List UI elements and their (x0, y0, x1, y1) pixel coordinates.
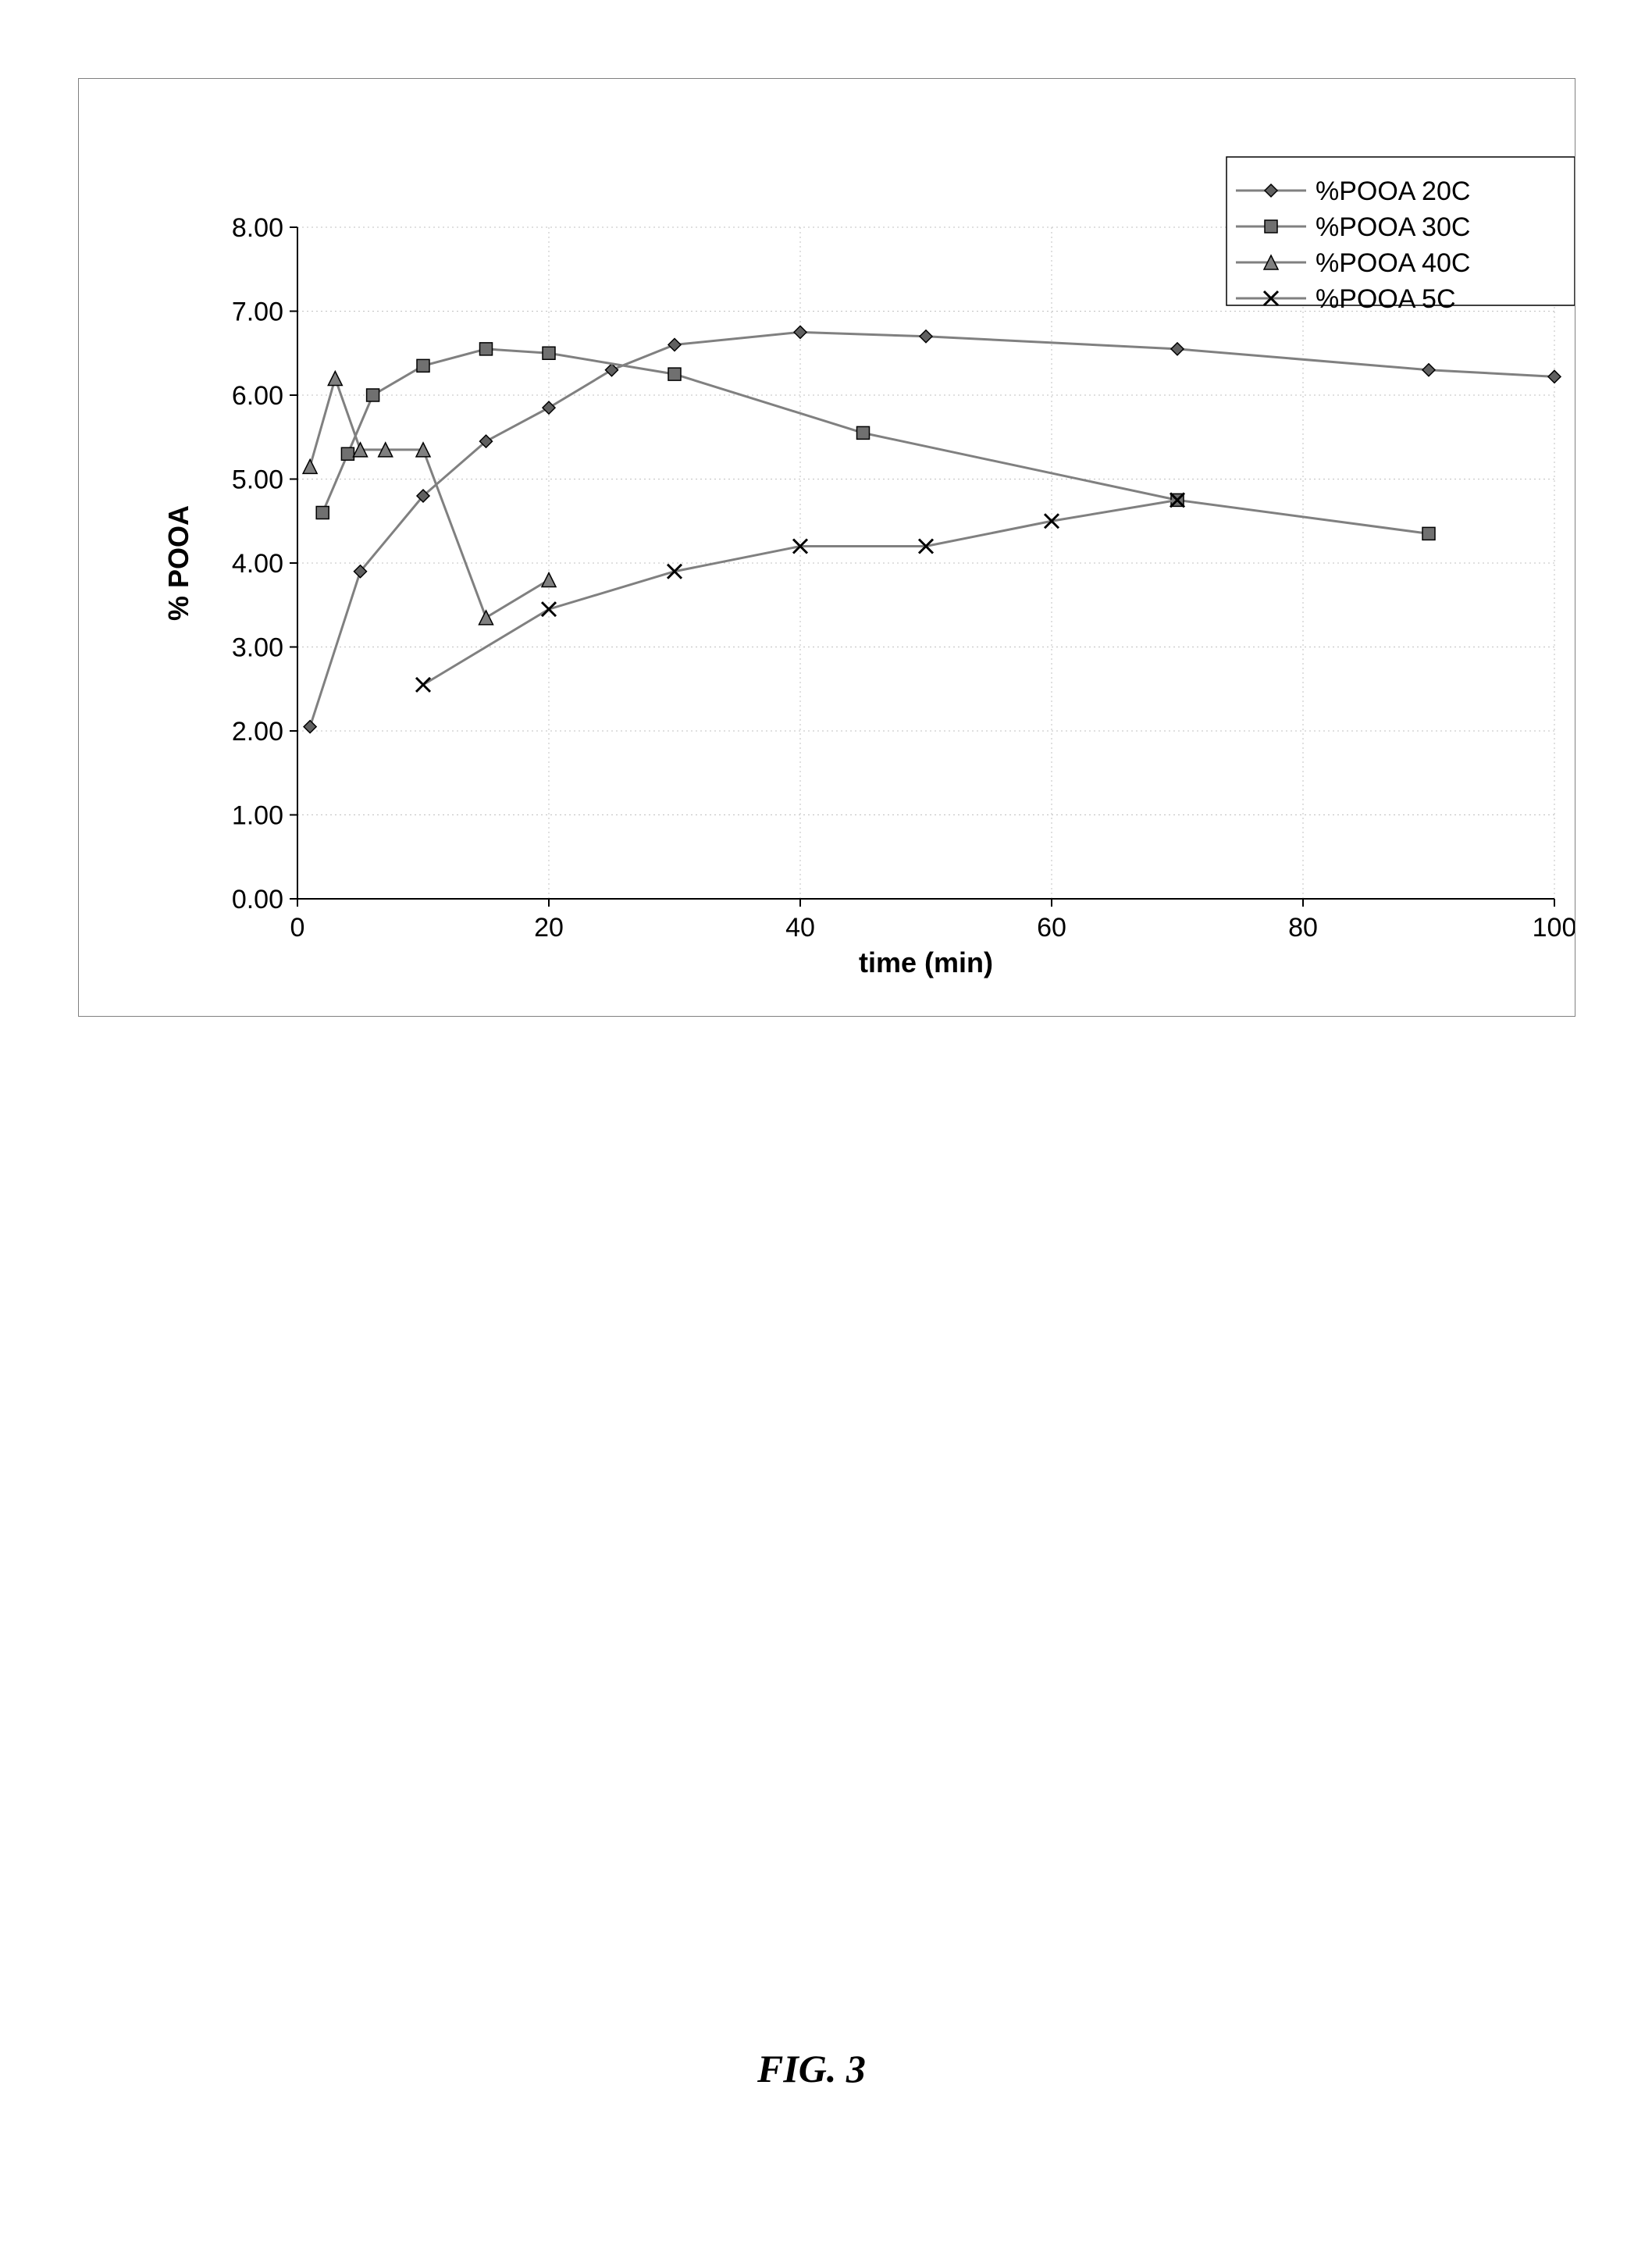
x-tick-label: 60 (1037, 913, 1066, 943)
y-tick-label: 3.00 (232, 633, 283, 662)
x-tick-label: 40 (785, 913, 815, 943)
series-marker-s30 (543, 347, 555, 359)
y-tick-label: 8.00 (232, 213, 283, 243)
series-marker-s30 (417, 359, 429, 372)
series-marker-s30 (316, 507, 329, 519)
figure-caption: FIG. 3 (757, 2046, 866, 2091)
x-tick-label: 0 (290, 913, 305, 943)
x-tick-label: 100 (1533, 913, 1575, 943)
y-axis-title: % POOA (162, 505, 194, 621)
legend-label: %POOA 30C (1316, 212, 1470, 242)
y-tick-label: 7.00 (232, 297, 283, 326)
x-tick-label: 80 (1288, 913, 1318, 943)
legend-label: %POOA 20C (1316, 176, 1470, 206)
legend-label: %POOA 40C (1316, 248, 1470, 278)
y-tick-label: 6.00 (232, 381, 283, 411)
x-axis-title: time (min) (859, 946, 993, 978)
y-tick-label: 0.00 (232, 885, 283, 914)
legend: %POOA 20C %POOA 30C %POOA 40C %POOA 5C (1227, 157, 1575, 314)
series-marker-s30 (367, 389, 379, 401)
page: 0.00 1.00 2.00 3.00 4.00 5.00 6.00 7.00 8.00 0 20 4… (0, 0, 1652, 2249)
y-tick-label: 1.00 (232, 800, 283, 830)
series-marker-s30 (341, 447, 354, 460)
series-marker-s30 (480, 343, 493, 355)
chart-svg: 0.00 1.00 2.00 3.00 4.00 5.00 6.00 7.00 8.00 0 20 4… (79, 79, 1575, 1016)
legend-sample-marker (1265, 220, 1277, 233)
x-tick-label: 20 (534, 913, 564, 943)
y-tick-label: 5.00 (232, 465, 283, 494)
chart-outer-frame: 0.00 1.00 2.00 3.00 4.00 5.00 6.00 7.00 8.00 0 20 4… (78, 78, 1575, 1017)
series-marker-s30 (668, 368, 681, 380)
y-tick-label: 2.00 (232, 717, 283, 747)
series-marker-s30 (1422, 527, 1435, 540)
y-tick-label: 4.00 (232, 549, 283, 579)
series-marker-s30 (857, 426, 870, 439)
legend-label: %POOA 5C (1316, 284, 1456, 314)
